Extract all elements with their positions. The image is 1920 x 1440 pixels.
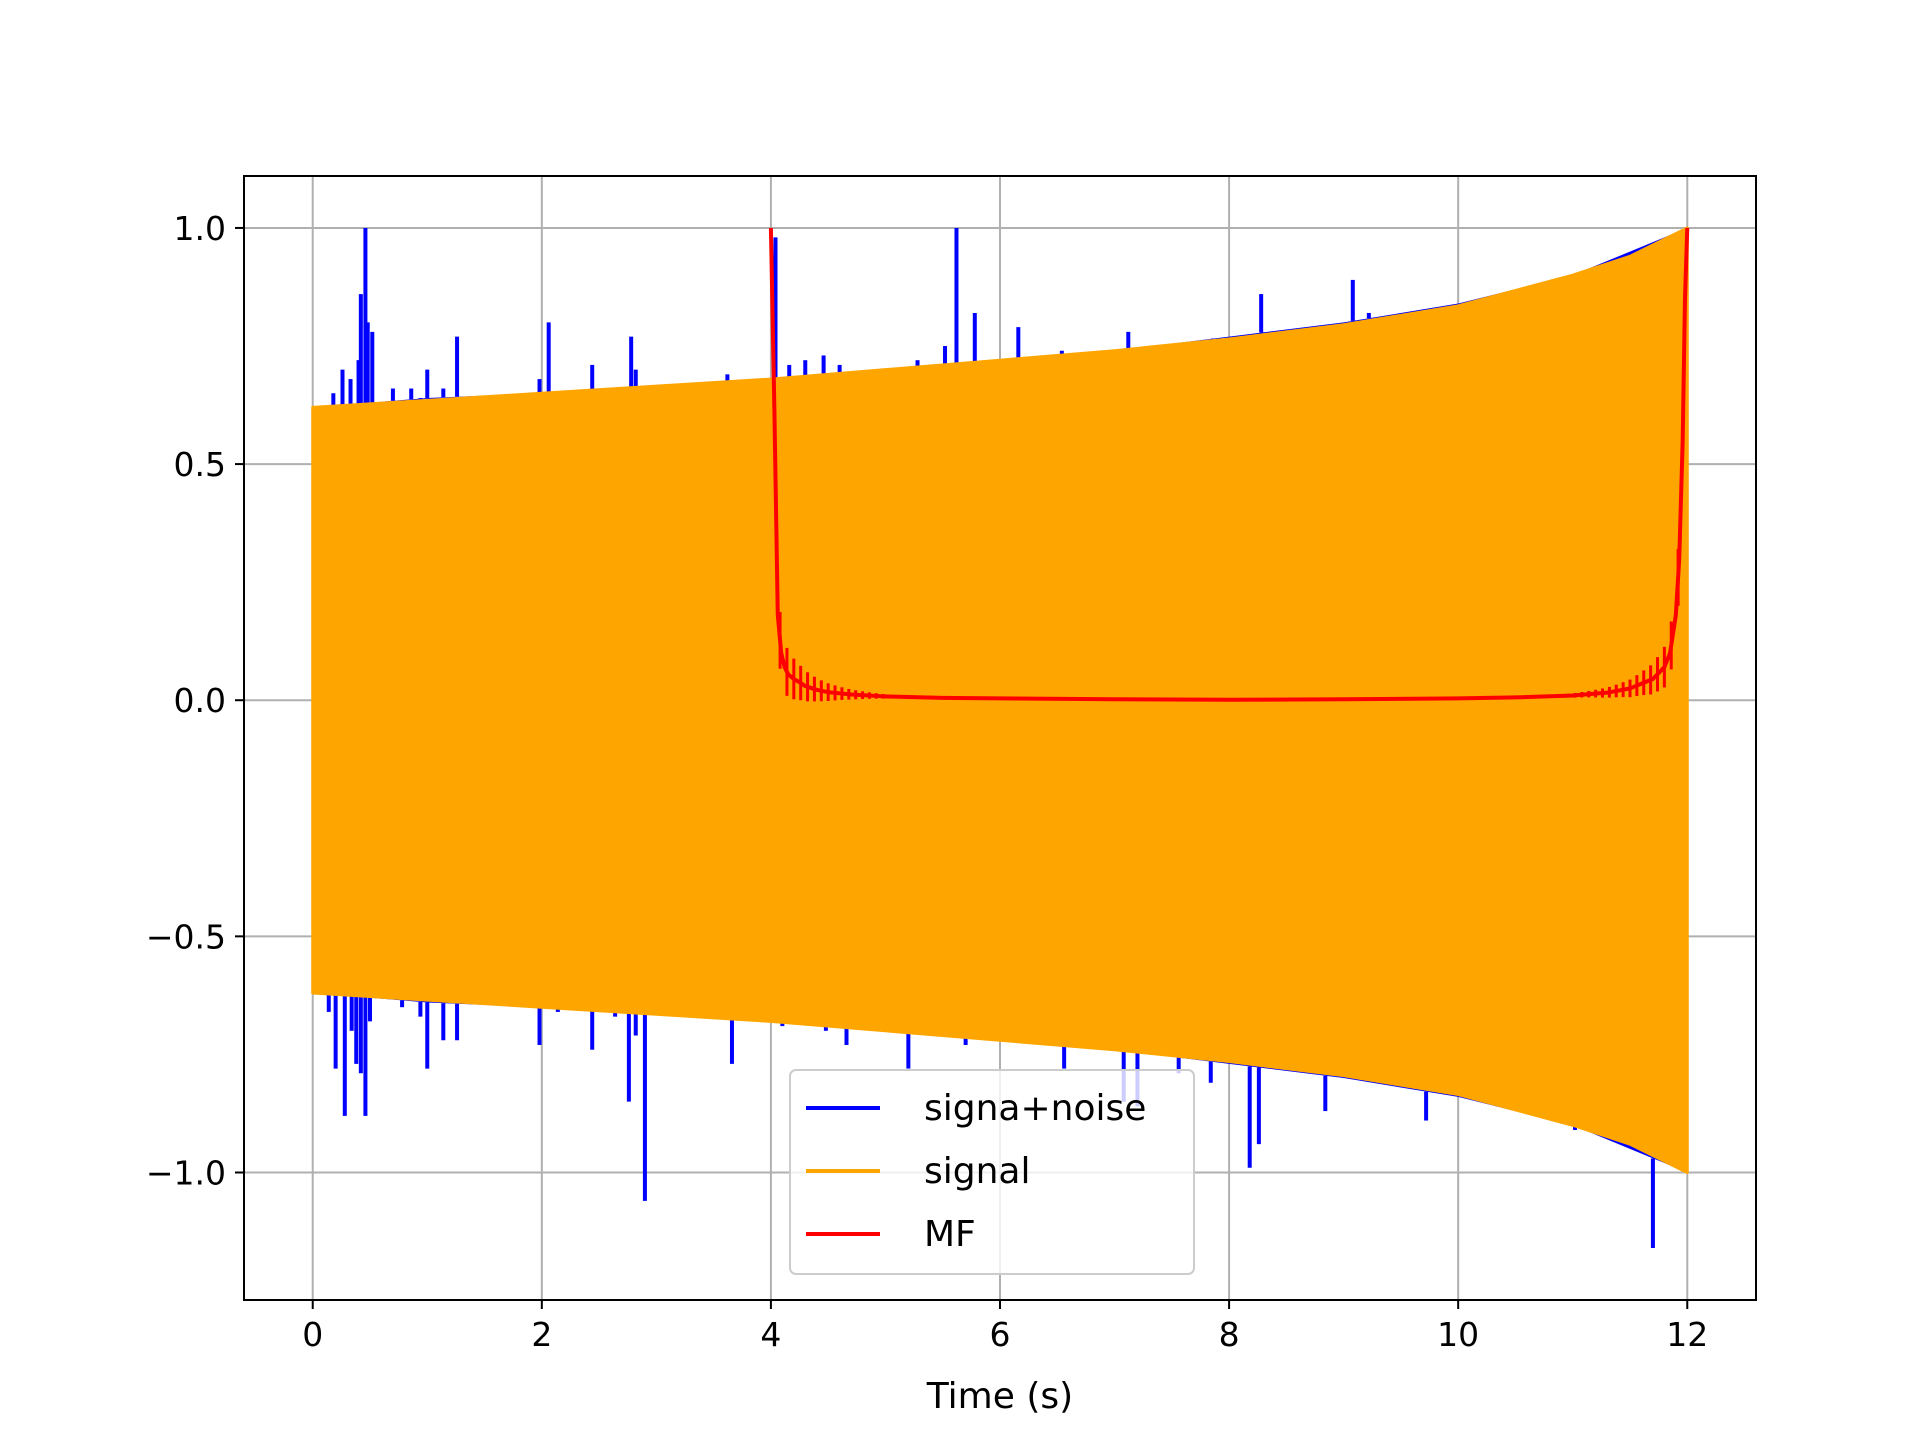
- y-tick-label-3: −0.5: [146, 917, 226, 956]
- y-tick-label-0: 1.0: [174, 209, 226, 248]
- legend-box: [789, 1069, 1195, 1275]
- y-tick-label-2: 0.0: [174, 681, 226, 720]
- plot-area: [311, 226, 1690, 1249]
- x-axis-label: Time (s): [926, 1376, 1073, 1417]
- x-tick-label-5: 10: [1437, 1315, 1479, 1354]
- series-mf: [768, 227, 1690, 702]
- x-tick-label-6: 12: [1666, 1315, 1708, 1354]
- x-tick-label-4: 8: [1219, 1315, 1240, 1354]
- y-tick-label-1: 0.5: [174, 445, 226, 484]
- y-tick-label-4: −1.0: [146, 1153, 226, 1192]
- ticks: 0 2 4 6 8 10 12 1.0 0.5 0.0 −0.5 −1.0: [146, 209, 1708, 1354]
- legend-label-1: signal: [924, 1151, 1031, 1192]
- x-tick-label-1: 2: [531, 1315, 552, 1354]
- x-tick-label-0: 0: [302, 1315, 323, 1354]
- legend: signa+noise signal MF: [789, 1069, 1195, 1275]
- x-tick-label-3: 6: [990, 1315, 1011, 1354]
- x-tick-label-2: 4: [760, 1315, 781, 1354]
- legend-label-2: MF: [924, 1214, 976, 1255]
- legend-label-0: signa+noise: [924, 1088, 1146, 1129]
